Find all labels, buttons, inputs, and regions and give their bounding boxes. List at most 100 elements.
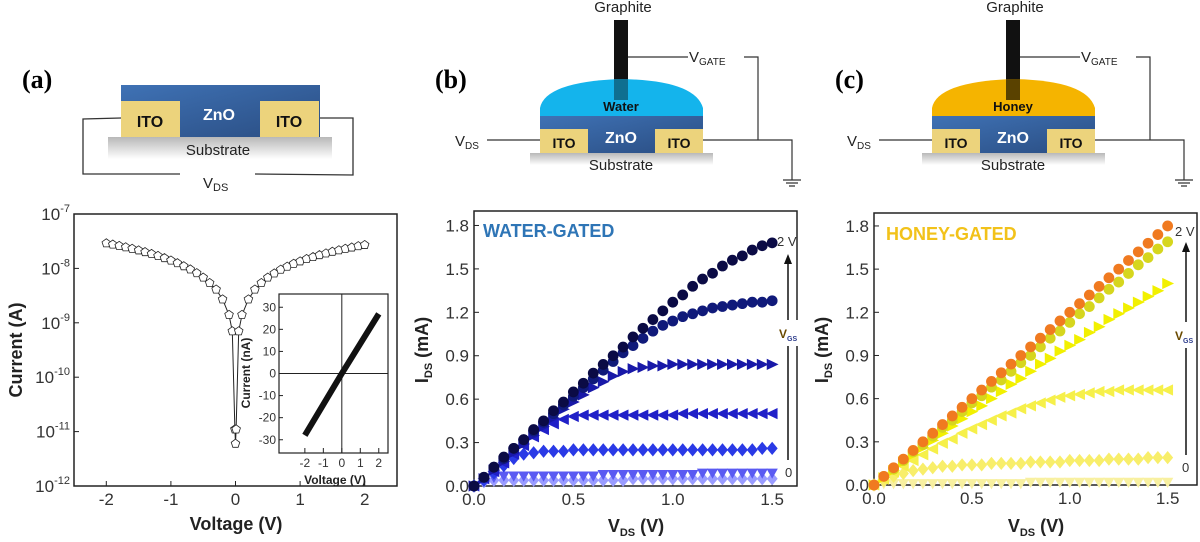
vgs-min-label: 0 [785, 465, 792, 480]
data-point [907, 479, 919, 490]
data-point [667, 443, 679, 457]
data-point [706, 468, 719, 479]
data-point [1152, 285, 1165, 297]
data-point [547, 444, 560, 458]
vds-label: VDS [203, 175, 228, 194]
data-point [1152, 243, 1164, 255]
data-point [586, 409, 599, 421]
data-point [736, 358, 749, 371]
data-point [936, 479, 949, 490]
data-point [607, 470, 619, 481]
data-point [667, 358, 680, 371]
data-point [646, 409, 659, 421]
data-point [966, 458, 978, 472]
substrate-label: Substrate [589, 157, 653, 174]
data-point [746, 244, 758, 256]
y-tick-label: 0.0 [845, 476, 869, 495]
ito-left-label: ITO [944, 135, 967, 151]
ito-right-label: ITO [667, 135, 690, 151]
data-point [677, 289, 689, 301]
series [468, 237, 778, 492]
data-point [211, 284, 221, 294]
data-point [1152, 477, 1164, 488]
data-point [587, 471, 599, 482]
graphite-immersed [1006, 79, 1020, 100]
chart-c-ylabel: IDS (mA) [812, 317, 835, 383]
data-point [976, 400, 989, 412]
data-point [956, 479, 968, 490]
ito-right-contact [655, 129, 703, 153]
data-point [636, 409, 649, 421]
x-tick-label: 1.0 [1058, 489, 1082, 508]
ito-right-label: ITO [1059, 135, 1082, 151]
data-point [217, 294, 228, 304]
data-point [1064, 453, 1076, 468]
panel-label-a: (a) [22, 65, 52, 94]
data-point [607, 370, 620, 382]
data-point [1054, 345, 1067, 357]
panel-label-b: (b) [435, 65, 467, 94]
data-point [108, 239, 118, 249]
data-point [1093, 292, 1105, 304]
data-point [686, 407, 699, 420]
arrow-label-bg [1175, 322, 1195, 348]
chart-b-title: WATER-GATED [483, 221, 614, 241]
data-point [1162, 277, 1175, 290]
data-point [637, 443, 649, 457]
vgs-arrow-label: VGS [1175, 329, 1193, 345]
data-point [725, 407, 738, 420]
chart-b-frame [473, 210, 798, 487]
data-point [647, 443, 659, 457]
data-point [1162, 220, 1174, 232]
y-tick-label: 0.9 [845, 346, 869, 365]
x-tick-label: 0.0 [462, 490, 486, 509]
x-tick-label: 2 [360, 490, 369, 509]
data-point [616, 409, 629, 421]
data-point [1113, 263, 1125, 275]
data-point [1113, 276, 1125, 288]
data-point [1132, 296, 1145, 308]
data-point [596, 409, 609, 421]
data-point [597, 376, 610, 388]
data-point [557, 444, 569, 458]
data-point [907, 463, 919, 478]
data-point [566, 410, 579, 423]
data-point [518, 471, 530, 482]
ito-left-contact [121, 101, 180, 137]
vgs-min-label: 0 [1182, 460, 1189, 475]
data-point [927, 461, 939, 475]
vgate-label: VGATE [689, 49, 726, 68]
data-point [1074, 453, 1086, 468]
data-point [1093, 321, 1106, 333]
data-point [995, 367, 1007, 379]
data-point [1083, 453, 1095, 468]
chart-c-title: HONEY-GATED [886, 224, 1017, 244]
data-point [955, 427, 968, 439]
data-point [1132, 246, 1144, 258]
ito-left-label: ITO [137, 114, 163, 131]
data-point [230, 438, 241, 448]
zno-label: ZnO [605, 130, 637, 147]
circuit-wires [487, 56, 793, 180]
data-point [627, 470, 639, 481]
x-tick-label: 0.5 [960, 489, 984, 508]
y-tick-label: 10-11 [36, 421, 70, 442]
vds-label: VDS [847, 133, 871, 152]
data-point [647, 360, 660, 372]
diagram-a: (a) ITO ITO ZnO Substrate VDS [22, 65, 354, 194]
data-point [937, 419, 948, 430]
series [868, 220, 1174, 491]
circuit-wires [879, 56, 1185, 180]
chart-b-ylabel: IDS (mA) [412, 317, 435, 383]
data-point [1053, 391, 1066, 403]
data-point [945, 433, 958, 445]
data-point [1161, 477, 1174, 488]
y-tick-label: 1.5 [845, 260, 869, 279]
data-point [1142, 451, 1154, 465]
data-point [527, 471, 540, 482]
data-point [956, 458, 968, 472]
data-point [1093, 453, 1105, 468]
y-tick-label: 1.8 [445, 216, 469, 235]
data-point [727, 358, 739, 371]
data-point [1083, 289, 1095, 301]
